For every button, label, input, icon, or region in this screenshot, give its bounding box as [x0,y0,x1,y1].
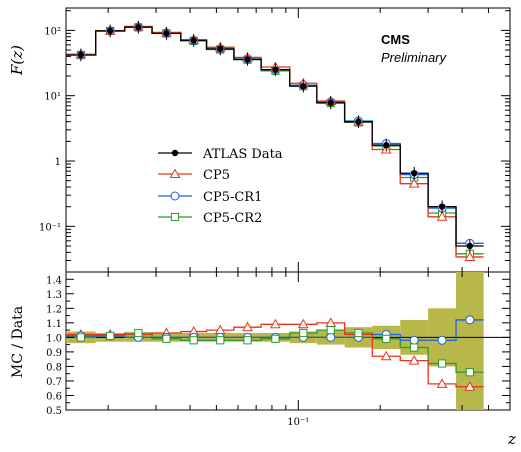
ratio-point [326,332,336,342]
y-tick-label: 10⁻¹ [39,222,61,233]
ratio-line-cp5 [66,322,484,388]
ratio-point [134,328,143,338]
data-point [106,27,114,35]
ratio-point [437,359,447,368]
ratio-y-tick-label: 0.7 [46,377,62,388]
ratio-y-tick-label: 1.1 [46,319,62,330]
ratio-y-tick-label: 1.3 [46,290,62,301]
legend: ATLAS Data CP5 CP5-CR1 CP5-CR2 [158,147,283,226]
main-series [66,20,484,261]
ratio-point [271,334,280,343]
data-point [327,99,334,106]
ratio-point [242,321,253,332]
data-point [464,251,476,261]
data-point [438,203,446,210]
main-panel-frame [65,7,511,273]
legend-label-cp5-cr2: CP5-CR2 [203,211,262,226]
data-point [272,66,279,73]
ratio-y-tick-label: 0.5 [46,406,62,417]
ratio-point [382,334,391,343]
y-tick-label: 10¹ [44,92,61,103]
data-point [163,30,170,37]
ratio-point [106,331,115,341]
data-point [383,141,390,149]
y-tick-label: 1 [55,157,61,168]
x-axis-title: z [507,430,516,448]
data-point [244,56,251,63]
ratio-y-tick-label: 0.8 [46,362,62,373]
ratio-point [76,333,85,342]
legend-label-cp5: CP5 [203,168,230,183]
legend-marker [169,168,181,178]
ratio-point [437,335,447,345]
data-point [436,211,448,221]
ratio-point [465,315,475,325]
ratio-point [354,328,363,338]
ratio-y-tick-label: 0.6 [46,391,62,402]
preliminary-label: Preliminary [381,50,448,65]
data-point [355,118,362,125]
ratio-point [409,335,419,345]
ratio-point [464,381,476,391]
ratio-series [66,315,510,391]
ratio-point [297,318,309,329]
ratio-point [243,336,252,345]
ratio-y-tick-label: 0.9 [46,348,62,359]
ratio-point [380,350,392,361]
y-tick-label: 10² [44,26,61,37]
axis-ticks: 10² 10¹ 1 10⁻¹ 1.4 1.3 1.2 1.1 1.0 0.9 0.8 0.7 0.6 0.… [39,8,510,428]
data-point [190,37,197,44]
ratio-point [216,336,225,345]
data-point [77,51,85,59]
data-point [300,82,307,90]
ratio-point [189,336,198,345]
data-point [217,45,224,53]
ratio-point [299,328,308,338]
data-point [466,242,474,250]
cms-label: CMS [381,32,410,47]
legend-marker [170,212,180,222]
legend-label-atlas data: ATLAS Data [202,147,283,162]
legend-marker [170,191,180,201]
data-point [410,170,418,177]
ratio-point [270,318,281,329]
ratio-point [436,378,448,388]
ratio-point [326,326,335,335]
legend-marker [171,149,179,157]
data-point [408,178,420,188]
ratio-point [162,334,171,343]
ratio-y-tick-label: 1.0 [46,333,62,344]
y-axis-title-ratio: MC / Data [10,306,26,378]
ratio-y-tick-label: 1.2 [46,304,62,315]
data-point [135,23,142,31]
ratio-point [410,343,419,352]
ratio-point [408,355,420,365]
y-axis-title-main: F(z) [8,45,26,76]
ratio-point [465,368,474,377]
ratio-y-tick-label: 1.4 [46,275,62,286]
legend-label-cp5-cr1: CP5-CR1 [203,190,262,205]
x-tick-label: 10⁻¹ [287,417,309,428]
